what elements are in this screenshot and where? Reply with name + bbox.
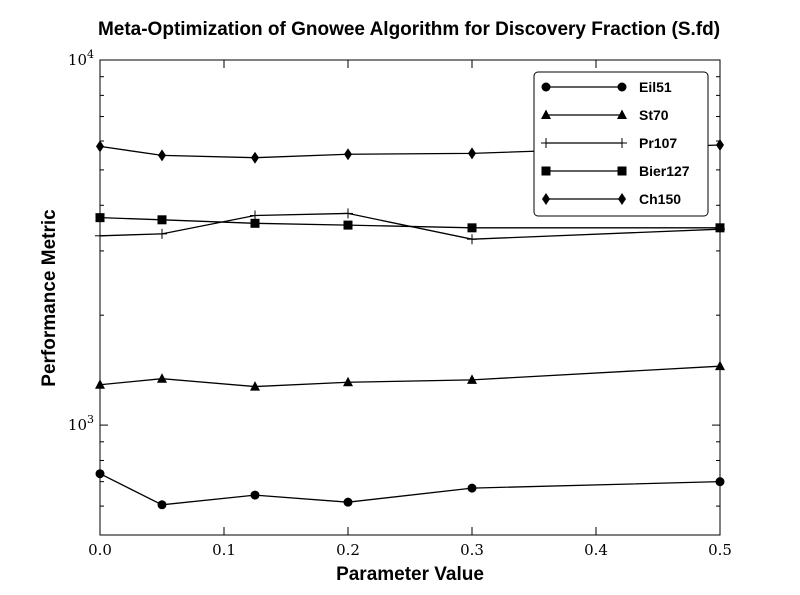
data-point-pr107 <box>95 230 105 241</box>
y-axis-label: Performance Metric <box>39 209 60 387</box>
plot-frame <box>99 59 721 536</box>
plot-area <box>99 59 721 536</box>
data-point-eil51 <box>715 477 725 487</box>
x-tick-label: 0.2 <box>336 541 360 559</box>
data-point-bier127 <box>343 220 353 230</box>
data-point-eil51 <box>157 500 167 510</box>
data-point-ch150 <box>344 148 352 161</box>
series-line-eil51 <box>99 473 721 506</box>
data-point-st70 <box>343 376 353 387</box>
legend-marker-st70 <box>541 109 551 119</box>
x-tick-label: 0.5 <box>708 541 732 559</box>
data-point-pr107 <box>343 208 353 219</box>
series-line-pr107 <box>99 212 721 240</box>
series-st70 <box>95 360 725 391</box>
data-point-bier127 <box>467 223 477 233</box>
y-tick-label: 103 <box>68 413 94 434</box>
y-tick-label: 104 <box>68 48 94 69</box>
x-axis-label: Parameter Value <box>336 564 484 585</box>
data-point-pr107 <box>467 234 477 245</box>
legend-marker-eil51 <box>617 82 627 92</box>
series-line-bier127 <box>99 216 720 229</box>
y-axis: 103 104 <box>68 48 720 536</box>
legend-label-eil51: Eil51 <box>639 79 672 95</box>
data-point-ch150 <box>468 147 476 160</box>
x-tick-label: 0.1 <box>212 541 236 559</box>
legend-marker-bier127 <box>541 166 551 176</box>
data-point-bier127 <box>157 215 167 225</box>
data-point-eil51 <box>343 497 353 507</box>
data-point-bier127 <box>715 223 725 233</box>
series-eil51 <box>95 469 725 510</box>
series-ch150 <box>96 139 724 164</box>
legend-marker-eil51 <box>541 82 551 92</box>
data-point-eil51 <box>95 469 105 479</box>
data-point-bier127 <box>95 213 105 223</box>
x-axis: 0.0 0.1 0.2 0.3 0.4 0.5 <box>88 60 732 559</box>
x-tick-label: 0.3 <box>460 541 484 559</box>
legend-marker-ch150 <box>542 193 550 205</box>
data-point-st70 <box>157 373 167 383</box>
legend-label-ch150: Ch150 <box>639 191 681 207</box>
legend-marker-st70 <box>617 109 627 119</box>
legend-label-bier127: Bier127 <box>639 163 690 179</box>
data-point-ch150 <box>96 140 104 153</box>
series-line-st70 <box>99 365 721 388</box>
data-point-ch150 <box>158 149 166 162</box>
data-point-bier127 <box>250 218 260 228</box>
data-point-st70 <box>715 360 725 371</box>
data-point-eil51 <box>467 483 477 493</box>
x-tick-label: 0.4 <box>584 541 608 559</box>
data-point-eil51 <box>250 490 260 500</box>
legend-marker-pr107 <box>541 138 551 148</box>
data-point-st70 <box>467 374 477 384</box>
legend: Eil51 St70 Pr107 Bier127 Ch150 <box>533 71 709 217</box>
data-point-pr107 <box>157 228 167 239</box>
series-layer <box>95 139 725 510</box>
legend-label-pr107: Pr107 <box>639 135 677 151</box>
chart-title: Meta-Optimization of Gnowee Algorithm fo… <box>98 19 720 40</box>
legend-marker-bier127 <box>617 166 627 176</box>
legend-marker-pr107 <box>617 138 627 148</box>
data-point-st70 <box>95 379 105 389</box>
series-line-ch150 <box>99 144 721 159</box>
data-point-st70 <box>250 381 260 391</box>
legend-box <box>533 71 709 217</box>
data-point-ch150 <box>251 151 259 164</box>
legend-label-st70: St70 <box>639 107 669 123</box>
legend-marker-ch150 <box>618 193 626 205</box>
data-point-ch150 <box>716 139 724 152</box>
series-bier127 <box>95 213 725 233</box>
x-tick-label: 0.0 <box>88 541 112 559</box>
